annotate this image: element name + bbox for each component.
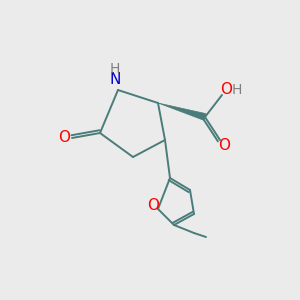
Text: H: H [110,62,120,76]
Text: O: O [218,139,230,154]
Polygon shape [158,103,206,120]
Text: O: O [220,82,232,98]
Text: H: H [232,83,242,97]
Text: N: N [109,73,121,88]
Text: O: O [147,199,159,214]
Text: O: O [58,130,70,146]
